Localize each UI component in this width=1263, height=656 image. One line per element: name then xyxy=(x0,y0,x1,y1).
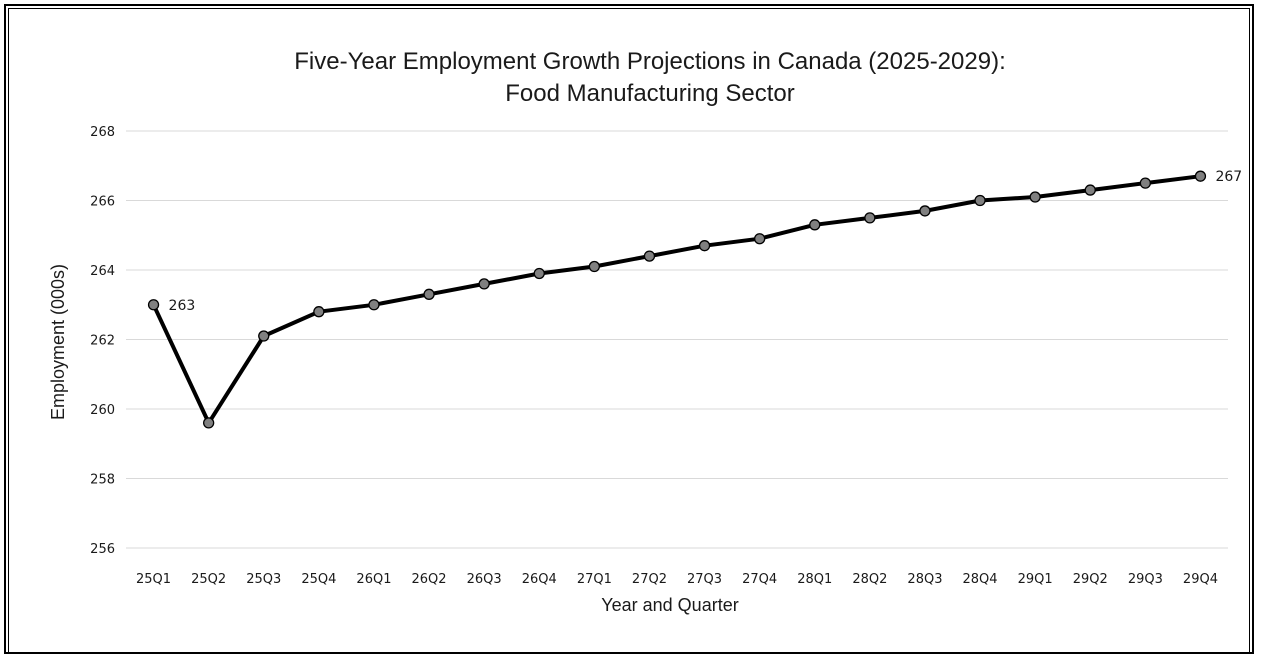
data-label: 263 xyxy=(169,298,196,314)
x-tick-label: 26Q3 xyxy=(467,572,502,587)
x-axis-ticks: 25Q1 25Q2 25Q3 25Q4 26Q1 26Q2 26Q3 26Q4 27Q1 27Q2… xyxy=(136,572,1218,587)
y-tick-label: 262 xyxy=(90,334,115,349)
data-point xyxy=(864,212,876,224)
x-tick-label: 28Q1 xyxy=(797,572,832,587)
chart-title: Five-Year Employment Growth Projections … xyxy=(294,48,1005,75)
x-tick-label: 29Q2 xyxy=(1073,572,1108,587)
y-tick-label: 258 xyxy=(90,473,115,488)
chart-frame: Five-Year Employment Growth Projections … xyxy=(4,4,1254,654)
data-point xyxy=(423,288,435,300)
data-point xyxy=(258,330,270,342)
y-axis-ticks: 256 258 260 262 264 266 268 xyxy=(90,125,115,557)
y-tick-label: 260 xyxy=(90,403,115,418)
data-point xyxy=(1139,177,1151,189)
y-axis-title: Employment (000s) xyxy=(48,264,68,420)
x-tick-label: 27Q1 xyxy=(577,572,612,587)
y-tick-label: 264 xyxy=(90,264,115,279)
x-tick-label: 29Q4 xyxy=(1183,572,1218,587)
data-point xyxy=(533,267,545,280)
data-point xyxy=(588,260,600,273)
data-point xyxy=(1029,191,1041,203)
data-point xyxy=(643,250,656,262)
data-point xyxy=(313,306,325,318)
data-point xyxy=(368,299,380,311)
data-label: 267 xyxy=(1215,169,1242,185)
y-tick-label: 266 xyxy=(90,195,115,210)
x-tick-label: 27Q4 xyxy=(742,572,777,587)
data-point xyxy=(147,299,160,311)
x-tick-label: 29Q3 xyxy=(1128,572,1163,587)
series-line-group xyxy=(151,174,1203,425)
x-tick-label: 28Q4 xyxy=(963,572,998,587)
y-tick-label: 268 xyxy=(90,125,115,140)
x-tick-label: 28Q3 xyxy=(907,572,942,587)
series-markers xyxy=(147,170,1207,429)
x-tick-label: 25Q2 xyxy=(191,572,226,587)
x-tick-label: 26Q4 xyxy=(522,572,557,587)
data-point xyxy=(202,417,215,429)
data-point xyxy=(1084,184,1096,196)
data-labels: 263 267 xyxy=(169,169,1243,314)
x-tick-label: 25Q3 xyxy=(246,572,281,587)
chart-subtitle: Food Manufacturing Sector xyxy=(505,80,795,107)
data-point xyxy=(754,233,766,245)
x-tick-label: 29Q1 xyxy=(1018,572,1053,587)
x-tick-label: 28Q2 xyxy=(852,572,887,587)
data-point xyxy=(1194,170,1207,182)
data-point xyxy=(974,194,986,207)
data-point xyxy=(478,278,490,290)
x-tick-label: 26Q1 xyxy=(356,572,391,587)
x-tick-label: 27Q3 xyxy=(687,572,722,587)
data-point xyxy=(809,219,821,231)
x-tick-label: 26Q2 xyxy=(412,572,447,587)
x-tick-label: 25Q4 xyxy=(301,572,336,587)
y-tick-label: 256 xyxy=(90,542,115,557)
series-line xyxy=(151,174,1203,425)
chart-inner-border xyxy=(8,8,1250,652)
line-chart: Five-Year Employment Growth Projections … xyxy=(48,48,1243,615)
x-axis-title: Year and Quarter xyxy=(601,595,738,615)
data-point xyxy=(919,205,931,217)
x-tick-label: 25Q1 xyxy=(136,572,171,587)
gridlines xyxy=(126,130,1228,549)
data-point xyxy=(698,240,711,252)
x-tick-label: 27Q2 xyxy=(632,572,667,587)
